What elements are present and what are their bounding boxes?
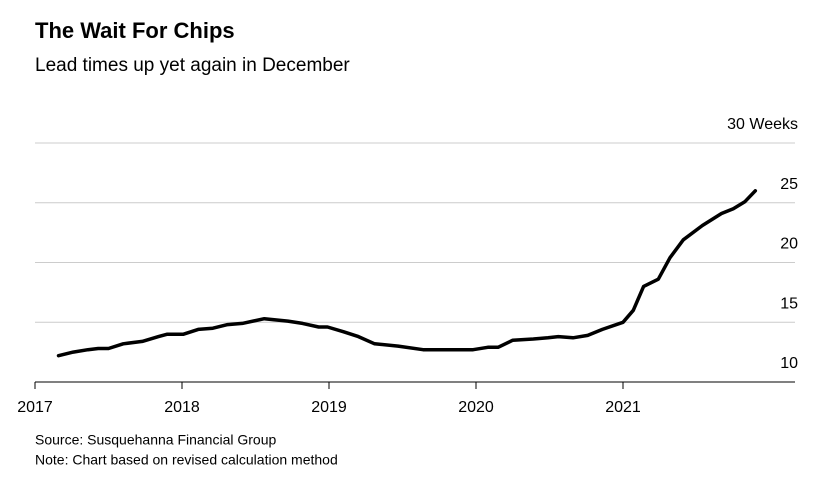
x-tick-label: 2018 xyxy=(164,399,200,416)
y-tick-label: 30 Weeks xyxy=(727,116,798,133)
x-tick-label: 2020 xyxy=(458,399,494,416)
chart-title: The Wait For Chips xyxy=(35,18,235,43)
chart-subtitle: Lead times up yet again in December xyxy=(35,55,350,76)
source: Source: Susquehanna Financial Group xyxy=(35,432,276,448)
note: Note: Chart based on revised calculation… xyxy=(35,452,338,468)
y-tick-label: 20 xyxy=(780,236,798,253)
y-tick-label: 15 xyxy=(780,295,798,312)
line xyxy=(56,189,758,358)
x-tick-label: 2021 xyxy=(605,399,641,416)
x-tick-label: 2017 xyxy=(17,399,53,416)
y-tick-label: 10 xyxy=(780,355,798,372)
y-tick-label: 25 xyxy=(780,176,798,193)
x-tick-label: 2019 xyxy=(311,399,347,416)
